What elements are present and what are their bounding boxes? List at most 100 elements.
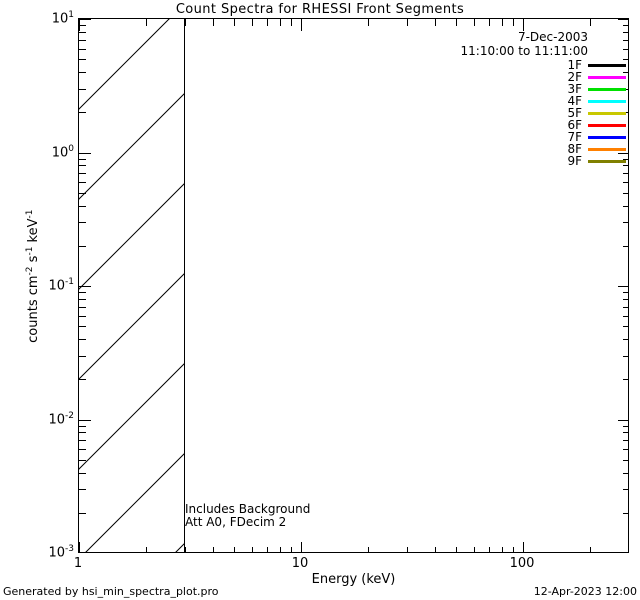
- y-axis-tick: [623, 432, 628, 433]
- legend-item-8f: 8F: [440, 143, 630, 155]
- x-axis-tick: [301, 19, 302, 31]
- legend-entries: 1F 2F 3F 4F 5F 6F 7F 8F 9F: [440, 59, 630, 167]
- x-axis-tick: [523, 542, 524, 552]
- legend-color-swatch: [588, 135, 626, 139]
- x-axis-tick: [590, 547, 591, 552]
- y-axis-tick: [618, 420, 628, 421]
- legend-color-swatch: [588, 87, 626, 91]
- x-axis-tick: [474, 547, 475, 552]
- y-axis-tick: [623, 460, 628, 461]
- x-axis-tick: [513, 19, 514, 26]
- x-axis-tick: [185, 19, 186, 26]
- legend-item-3f: 3F: [440, 83, 630, 95]
- legend-item-label: 1F: [567, 58, 582, 72]
- y-axis-tick: [623, 222, 628, 223]
- y-axis-tick: [623, 299, 628, 300]
- x-axis-tick: [435, 19, 436, 26]
- x-axis-tick: [513, 547, 514, 552]
- x-axis-tick: [291, 19, 292, 26]
- y-axis-tick: [623, 440, 628, 441]
- legend-date: 7-Dec-2003: [517, 30, 588, 44]
- y-axis-tick: [623, 292, 628, 293]
- x-axis-tick: [590, 19, 591, 26]
- x-tick-label: 1: [73, 556, 83, 571]
- legend-item-label: 3F: [567, 82, 582, 96]
- annotation-attenuator-state: Att A0, FDecim 2: [185, 515, 287, 529]
- legend-color-swatch: [588, 99, 626, 103]
- legend-item-5f: 5F: [440, 107, 630, 119]
- x-axis-tick: [368, 19, 369, 26]
- x-tick-label: 100: [509, 556, 535, 571]
- legend-item-label: 9F: [567, 154, 582, 168]
- x-axis-tick: [489, 19, 490, 26]
- y-axis-tick: [623, 513, 628, 514]
- x-axis-tick: [252, 19, 253, 26]
- y-tick-label: 10-1: [48, 277, 74, 294]
- y-axis-tick: [623, 307, 628, 308]
- x-axis-tick: [590, 547, 591, 552]
- y-axis-tick: [623, 182, 628, 183]
- legend-item-label: 8F: [567, 142, 582, 156]
- y-axis-tick: [623, 316, 628, 317]
- x-axis-tick: [435, 547, 436, 552]
- legend-color-swatch: [588, 63, 626, 67]
- y-axis-tick: [623, 449, 628, 450]
- legend-item-6f: 6F: [440, 119, 630, 131]
- x-axis-tick: [234, 19, 235, 26]
- legend-item-label: 5F: [567, 106, 582, 120]
- y-axis-title: counts cm-2 s-1 keV-1: [24, 209, 42, 343]
- hatched-exclusion-region: [79, 19, 185, 552]
- x-axis-tick: [213, 547, 214, 552]
- y-tick-label: 101: [51, 10, 74, 27]
- footer-generator: Generated by hsi_min_spectra_plot.pro: [3, 585, 219, 598]
- x-axis-tick: [252, 547, 253, 552]
- y-tick-label: 100: [51, 143, 74, 160]
- x-axis-tick: [456, 547, 457, 552]
- x-axis-tick: [185, 547, 186, 552]
- x-axis-tick: [489, 547, 490, 552]
- y-axis-tick: [623, 206, 628, 207]
- legend-item-1f: 1F: [440, 59, 630, 71]
- x-axis-tick: [502, 19, 503, 26]
- y-axis-tick: [623, 489, 628, 490]
- y-axis-tick: [623, 326, 628, 327]
- x-axis-title: Energy (keV): [311, 572, 396, 587]
- x-axis-tick: [291, 547, 292, 552]
- footer-timestamp: 12-Apr-2023 12:00: [533, 585, 637, 598]
- x-axis-tick: [456, 19, 457, 26]
- x-axis-tick: [280, 19, 281, 26]
- y-axis-tick: [623, 173, 628, 174]
- annotation-includes-background: Includes Background: [185, 502, 311, 516]
- hatch-region-edge: [184, 19, 185, 552]
- x-axis-tick: [213, 19, 214, 26]
- x-axis-tick: [474, 19, 475, 26]
- plot-annotations: Includes Background Att A0, FDecim 2: [185, 503, 310, 529]
- y-axis-tick: [623, 426, 628, 427]
- x-axis-tick: [407, 547, 408, 552]
- x-axis-tick: [234, 547, 235, 552]
- x-axis-tick: [368, 547, 369, 552]
- plot-frame: [78, 18, 629, 553]
- legend-item-2f: 2F: [440, 71, 630, 83]
- legend-color-swatch: [588, 159, 626, 163]
- legend-color-swatch: [588, 123, 626, 127]
- legend-color-swatch: [588, 75, 626, 79]
- legend-item-label: 2F: [567, 70, 582, 84]
- x-axis-tick: [280, 547, 281, 552]
- x-axis-tick: [267, 547, 268, 552]
- legend: 7-Dec-2003 11:10:00 to 11:11:00 1F 2F 3F 4F…: [440, 30, 630, 167]
- x-axis-tick: [301, 542, 302, 552]
- y-tick-label: 10-2: [48, 410, 74, 427]
- y-axis-tick: [623, 339, 628, 340]
- y-axis-tick: [623, 246, 628, 247]
- legend-item-4f: 4F: [440, 95, 630, 107]
- y-axis-tick: [623, 356, 628, 357]
- legend-item-label: 6F: [567, 118, 582, 132]
- y-tick-label: 10-3: [48, 544, 74, 561]
- legend-color-swatch: [588, 147, 626, 151]
- y-axis-tick: [618, 19, 628, 20]
- legend-color-swatch: [588, 111, 626, 115]
- y-axis-tick: [618, 286, 628, 287]
- x-axis-tick: [590, 19, 591, 26]
